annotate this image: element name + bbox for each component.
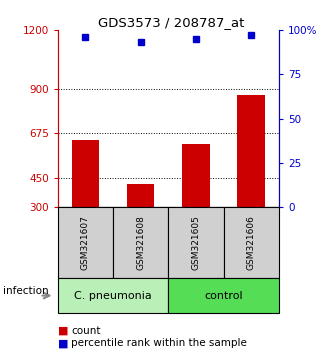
Text: GSM321605: GSM321605 xyxy=(191,215,200,270)
Text: C. pneumonia: C. pneumonia xyxy=(74,291,152,301)
Text: count: count xyxy=(71,326,100,336)
Text: GSM321608: GSM321608 xyxy=(136,215,145,270)
Bar xyxy=(72,140,99,207)
Text: percentile rank within the sample: percentile rank within the sample xyxy=(71,338,247,348)
Text: ■: ■ xyxy=(58,338,68,348)
Text: infection: infection xyxy=(3,286,49,296)
Text: ■: ■ xyxy=(58,326,68,336)
Text: GSM321607: GSM321607 xyxy=(81,215,90,270)
Text: GSM321606: GSM321606 xyxy=(247,215,256,270)
Bar xyxy=(182,144,210,207)
Bar xyxy=(237,95,265,207)
Text: GDS3573 / 208787_at: GDS3573 / 208787_at xyxy=(98,16,245,29)
Bar xyxy=(127,184,154,207)
Text: control: control xyxy=(204,291,243,301)
